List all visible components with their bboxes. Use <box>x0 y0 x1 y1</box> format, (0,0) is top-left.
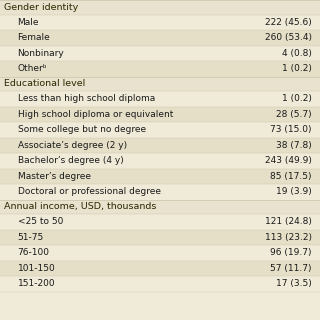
Text: 151-200: 151-200 <box>18 279 55 288</box>
Bar <box>0 138 320 153</box>
Text: Associate’s degree (2 y): Associate’s degree (2 y) <box>18 141 127 150</box>
Bar <box>0 260 320 276</box>
Bar <box>0 153 320 169</box>
Text: 1 (0.2): 1 (0.2) <box>282 64 312 73</box>
Text: Educational level: Educational level <box>4 79 85 88</box>
Text: Nonbinary: Nonbinary <box>18 49 64 58</box>
Bar <box>0 0 320 14</box>
Bar <box>0 61 320 76</box>
Text: Gender identity: Gender identity <box>4 3 78 12</box>
Text: 38 (7.8): 38 (7.8) <box>276 141 312 150</box>
Bar <box>0 30 320 45</box>
Text: 4 (0.8): 4 (0.8) <box>282 49 312 58</box>
Text: 19 (3.9): 19 (3.9) <box>276 187 312 196</box>
Text: Female: Female <box>18 33 50 42</box>
Text: 121 (24.8): 121 (24.8) <box>265 217 312 226</box>
Text: 51-75: 51-75 <box>18 233 44 242</box>
Text: 57 (11.7): 57 (11.7) <box>270 264 312 273</box>
Bar <box>0 76 320 91</box>
Text: 17 (3.5): 17 (3.5) <box>276 279 312 288</box>
Bar <box>0 91 320 107</box>
Text: 73 (15.0): 73 (15.0) <box>270 125 312 134</box>
Bar <box>0 199 320 214</box>
Text: Master’s degree: Master’s degree <box>18 172 91 181</box>
Text: Male: Male <box>18 18 39 27</box>
Bar <box>0 14 320 30</box>
Bar <box>0 214 320 229</box>
Bar <box>0 169 320 184</box>
Bar <box>0 276 320 292</box>
Text: <25 to 50: <25 to 50 <box>18 217 63 226</box>
Text: Some college but no degree: Some college but no degree <box>18 125 146 134</box>
Text: 76-100: 76-100 <box>18 248 50 257</box>
Bar <box>0 107 320 122</box>
Text: 222 (45.6): 222 (45.6) <box>265 18 312 27</box>
Text: 28 (5.7): 28 (5.7) <box>276 110 312 119</box>
Bar <box>0 245 320 260</box>
Text: Otherᵇ: Otherᵇ <box>18 64 47 73</box>
Bar <box>0 45 320 61</box>
Bar <box>0 229 320 245</box>
Text: High school diploma or equivalent: High school diploma or equivalent <box>18 110 173 119</box>
Text: Doctoral or professional degree: Doctoral or professional degree <box>18 187 161 196</box>
Text: Annual income, USD, thousands: Annual income, USD, thousands <box>4 202 156 211</box>
Text: 101-150: 101-150 <box>18 264 55 273</box>
Text: 113 (23.2): 113 (23.2) <box>265 233 312 242</box>
Text: Bachelor’s degree (4 y): Bachelor’s degree (4 y) <box>18 156 123 165</box>
Text: 1 (0.2): 1 (0.2) <box>282 94 312 103</box>
Text: 260 (53.4): 260 (53.4) <box>265 33 312 42</box>
Text: 243 (49.9): 243 (49.9) <box>265 156 312 165</box>
Text: Less than high school diploma: Less than high school diploma <box>18 94 155 103</box>
Text: 85 (17.5): 85 (17.5) <box>270 172 312 181</box>
Bar <box>0 184 320 199</box>
Text: 96 (19.7): 96 (19.7) <box>270 248 312 257</box>
Bar <box>0 122 320 138</box>
